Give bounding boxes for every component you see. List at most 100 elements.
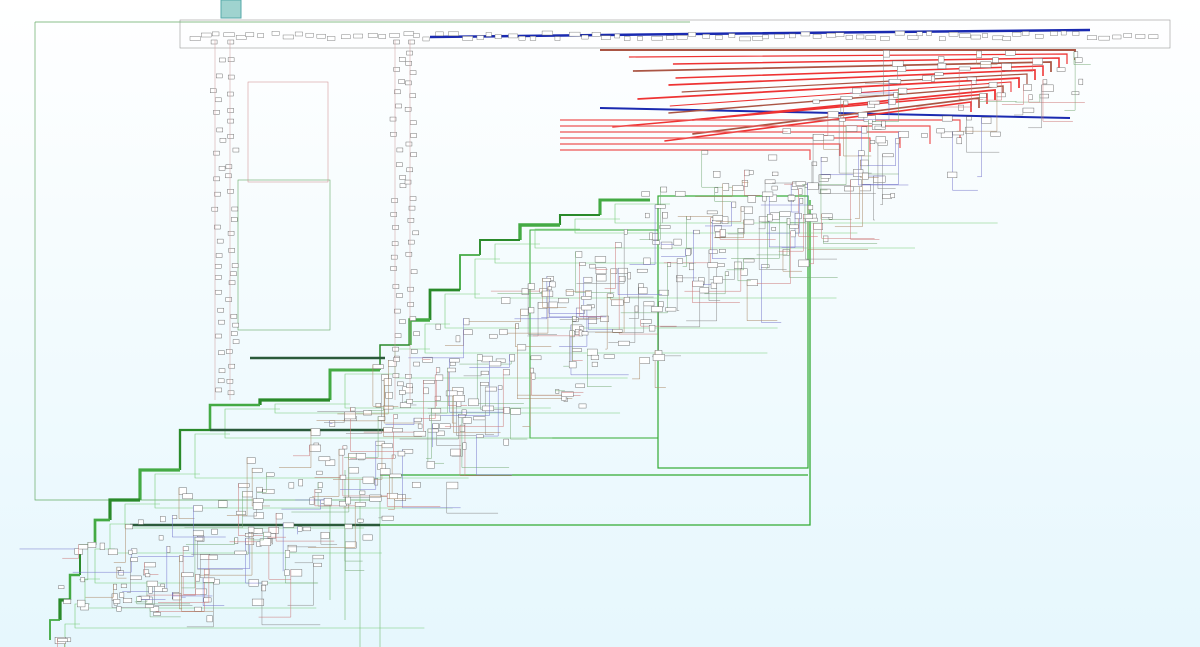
edge [136,596,191,605]
edge [977,117,982,178]
edge [186,579,214,628]
node [652,240,660,245]
node [215,264,222,269]
edge [468,309,521,323]
node [345,541,357,549]
node [423,380,435,384]
edge [312,449,340,497]
node [761,264,770,268]
node [888,79,902,84]
node [145,573,151,578]
node [406,50,413,56]
node [641,191,650,197]
node [503,407,510,414]
node [179,555,184,562]
node [737,228,744,233]
node [339,474,347,480]
green-edge [424,323,768,354]
node [820,157,828,162]
node [741,180,748,187]
node [353,33,363,39]
edge [608,305,636,343]
edge [155,569,205,612]
node [231,263,239,268]
edge [517,344,573,399]
node [654,204,666,209]
dark-edge [130,356,390,527]
node [499,328,508,336]
node [393,414,398,419]
node [611,299,624,306]
node [158,535,164,541]
node [435,323,441,330]
node [410,120,417,125]
node [357,518,364,523]
node [463,318,470,326]
node [888,99,896,105]
node [744,169,750,177]
node [298,479,303,487]
node [297,526,303,532]
node [771,227,776,231]
node [406,383,413,388]
node [338,448,345,456]
node [794,212,802,220]
node [530,367,534,374]
node [407,302,414,307]
node [397,450,406,457]
edge [469,354,510,368]
node [182,546,189,551]
node [952,131,964,136]
node [225,349,233,354]
node [122,598,133,603]
edge [629,204,656,265]
edge [1015,94,1041,103]
node [660,186,668,193]
node [87,542,97,548]
edge [197,528,251,569]
edge [705,201,732,227]
node [614,33,621,39]
node [966,116,972,121]
node [685,248,691,256]
green-edge [224,408,553,439]
edge [548,301,583,314]
node [489,360,502,367]
edge [860,160,879,178]
node [413,33,420,38]
node [206,615,213,623]
node [436,367,441,373]
node [807,205,814,210]
green-edge [598,198,650,215]
edge [446,482,499,514]
node [508,33,518,39]
node [227,134,234,139]
node [689,263,694,271]
node [477,354,483,361]
node [623,297,630,303]
edge [287,563,314,606]
node [232,147,240,153]
edge [880,153,883,205]
node [823,135,835,141]
edge [402,449,461,509]
node [708,249,718,254]
node [228,363,236,369]
edge [320,532,338,545]
node [617,267,628,274]
node [203,597,212,603]
edge [559,274,597,320]
edge [344,524,363,562]
node [413,361,420,367]
node [907,35,919,40]
node [392,427,403,433]
edge [275,513,335,542]
node [225,164,233,169]
node [410,269,418,274]
edge [226,457,248,516]
node [712,215,723,222]
node [572,348,582,352]
node [1042,79,1048,85]
edge [867,138,896,166]
node [378,34,386,39]
